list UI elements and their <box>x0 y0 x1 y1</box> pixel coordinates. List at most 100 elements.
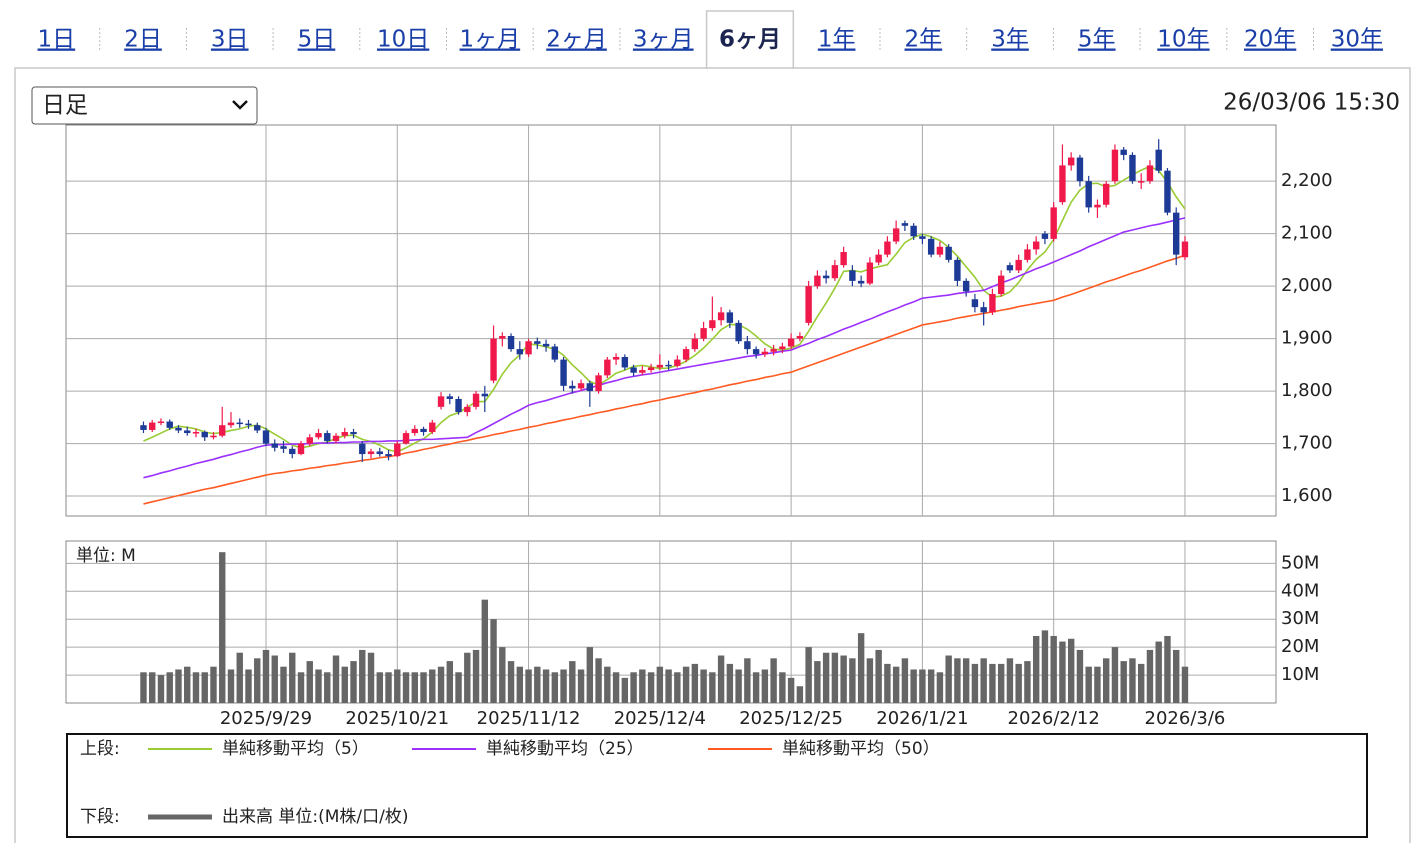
candle-body <box>332 435 340 441</box>
volume-bar <box>1067 638 1075 703</box>
candle-body <box>989 293 996 313</box>
y-tick-label: 40M <box>1281 580 1319 601</box>
tab[interactable]: 2年 <box>905 27 943 53</box>
tab-bar: 1日 2日 3日 5日 10日 1ヶ月 2ヶ月 3ヶ月 6ヶ月 1年 2年 3年 5年 10年 20年 30年 <box>38 10 1383 69</box>
tab[interactable]: 1年 <box>818 27 856 53</box>
candle-body <box>560 359 567 386</box>
volume-bar <box>1015 663 1022 703</box>
volume-bar <box>1164 635 1171 703</box>
legend-upper-label: 上段: <box>80 739 120 759</box>
candle-body <box>359 443 366 455</box>
candle-body <box>910 225 917 237</box>
tab[interactable]: 5日 <box>298 27 336 53</box>
y-tick-label: 10M <box>1281 664 1319 685</box>
volume-bar <box>525 669 532 703</box>
candle-body <box>779 346 786 350</box>
unit-label: 単位: M <box>76 546 136 566</box>
candle-body <box>752 349 760 355</box>
candle-body <box>236 422 243 425</box>
candle-body <box>954 259 961 281</box>
tab[interactable]: 3年 <box>991 27 1029 53</box>
candle-body <box>140 425 147 430</box>
candle-body <box>394 443 401 457</box>
tab[interactable]: 10年 <box>1157 27 1209 53</box>
candle-body <box>735 322 742 342</box>
candle-body <box>717 312 725 321</box>
candle-body <box>507 335 515 350</box>
x-tick-label: 2025/9/29 <box>220 708 312 729</box>
candle-body <box>1120 149 1127 155</box>
volume-bar <box>464 652 471 703</box>
period-select[interactable] <box>31 86 258 125</box>
candle-body <box>577 383 585 389</box>
candle-body <box>709 320 716 329</box>
tab[interactable]: 2日 <box>124 27 162 53</box>
candle-body <box>376 451 383 455</box>
volume-bar <box>534 666 541 703</box>
select-chevron <box>232 100 248 110</box>
candle-body <box>437 396 445 407</box>
tab[interactable]: 3日 <box>211 27 249 53</box>
volume-bar <box>621 677 629 703</box>
candle-body <box>630 367 637 373</box>
plots: 2025/9/29 2025/10/21 2025/11/12 2025/12/4 20… <box>66 125 1333 729</box>
candle-body <box>385 454 392 457</box>
volume-bar <box>1111 647 1119 703</box>
volume-bar <box>262 649 270 703</box>
volume-bar <box>446 661 453 703</box>
y-tick-label: 30M <box>1281 608 1319 629</box>
y-tick-label: 50M <box>1281 552 1319 573</box>
volume-bar <box>630 672 637 703</box>
tab[interactable]: 20年 <box>1244 27 1296 53</box>
candle-body <box>1138 181 1145 183</box>
volume-bar <box>770 658 777 703</box>
volume-bar <box>875 649 882 703</box>
tab[interactable]: 1ヶ月 <box>460 27 521 53</box>
candle-body <box>464 406 471 413</box>
volume-bar <box>1006 658 1014 703</box>
volume-bar <box>787 677 795 703</box>
candle-body <box>997 275 1005 294</box>
candle-body <box>271 443 278 448</box>
candle-body <box>1067 157 1075 166</box>
candle-body <box>289 448 296 455</box>
tab[interactable]: 30年 <box>1331 27 1383 53</box>
volume-bar <box>1155 641 1162 703</box>
volume-bar <box>516 666 524 703</box>
volume-bar <box>805 647 812 703</box>
volume-bar <box>455 672 462 703</box>
volume-bar <box>1181 666 1189 703</box>
volume-bar <box>429 669 436 703</box>
volume-bar <box>1041 630 1049 703</box>
y-tick-label: 1,800 <box>1281 380 1333 401</box>
candle-body <box>149 422 156 430</box>
tab[interactable]: 6ヶ月 <box>719 27 781 53</box>
volume-bar <box>490 619 497 703</box>
candle-body <box>184 430 191 434</box>
volume-bar <box>236 652 243 703</box>
volume-bar <box>175 669 182 703</box>
candle-body <box>770 349 777 352</box>
period-select-text[interactable]: 日足 <box>42 93 88 119</box>
tab[interactable]: 10日 <box>377 27 429 53</box>
tab[interactable]: 5年 <box>1078 27 1116 53</box>
tab[interactable]: 1日 <box>38 27 76 53</box>
candle-body <box>849 270 856 281</box>
candle-body <box>866 262 874 284</box>
candle-body <box>490 338 497 381</box>
tab[interactable]: 3ヶ月 <box>633 27 694 53</box>
candle-body <box>892 228 900 242</box>
volume-bar <box>700 669 707 703</box>
legend: 単純移動平均（5） 単純移動平均（25） 単純移動平均（50） <box>148 739 940 759</box>
volume-bar <box>306 661 313 703</box>
legend-lower-label: 下段: <box>80 807 120 827</box>
volume-bar <box>350 661 357 703</box>
y-tick-label: 20M <box>1281 636 1319 657</box>
volume-bar <box>184 666 191 703</box>
volume-bar <box>1102 658 1110 703</box>
tab[interactable]: 2ヶ月 <box>546 27 607 53</box>
volume-bar <box>612 672 620 703</box>
candle-body <box>682 349 690 360</box>
active-tab <box>705 10 795 69</box>
